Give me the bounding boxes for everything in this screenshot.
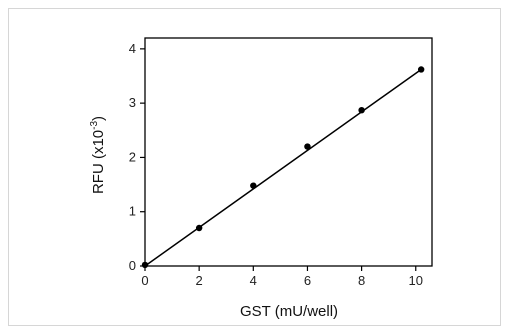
y-axis-label-exponent: -3 xyxy=(89,121,100,130)
y-tick-label: 4 xyxy=(129,41,136,56)
plot-border xyxy=(144,37,433,267)
data-point xyxy=(141,261,149,269)
y-axis-label: RFU (x10-3) xyxy=(89,116,107,194)
data-point xyxy=(304,143,311,150)
data-point xyxy=(417,66,425,73)
data-points xyxy=(141,66,425,269)
y-axis-label-main: RFU (x10 xyxy=(90,130,107,194)
x-tick-label: 4 xyxy=(250,273,257,288)
y-tick-label: 3 xyxy=(129,95,136,110)
x-tick-label: 8 xyxy=(358,273,365,288)
y-axis-label-suffix: ) xyxy=(90,116,107,121)
y-tick-label: 2 xyxy=(129,149,136,164)
data-point xyxy=(250,182,257,189)
fit-line xyxy=(144,68,422,267)
x-tick-label: 10 xyxy=(409,273,423,288)
x-axis-label: GST (mU/well) xyxy=(240,303,338,320)
data-point xyxy=(358,107,365,114)
y-tick-label: 0 xyxy=(129,258,136,273)
y-tick-label: 1 xyxy=(129,204,136,219)
fit-line-group xyxy=(144,68,422,267)
axes xyxy=(144,37,433,267)
ticks: 0 2 4 6 8 10 0 1 2 3 4 xyxy=(129,41,423,288)
data-point xyxy=(195,224,203,232)
chart-frame xyxy=(8,8,501,326)
x-tick-label: 0 xyxy=(141,273,148,288)
x-tick-label: 2 xyxy=(196,273,203,288)
x-tick-label: 6 xyxy=(304,273,311,288)
